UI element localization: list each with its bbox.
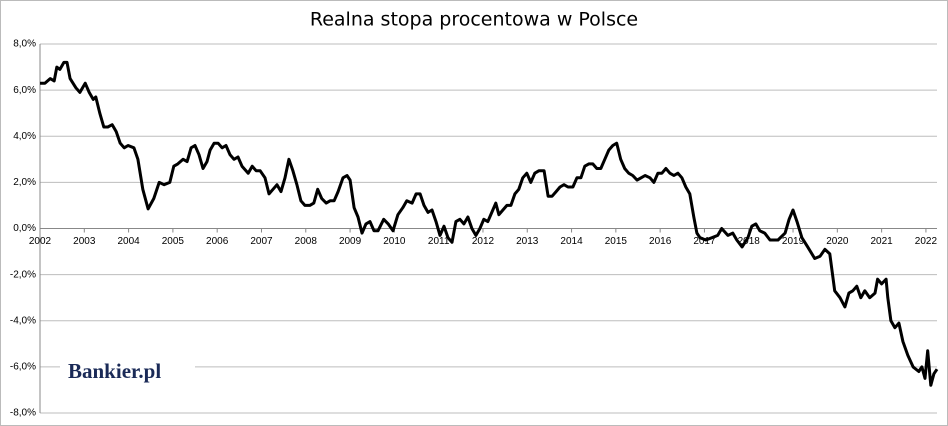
y-tick-label: -6,0% bbox=[10, 362, 36, 373]
x-tick-label: 2012 bbox=[472, 236, 495, 247]
x-tick-label: 2020 bbox=[826, 236, 849, 247]
y-tick-label: -2,0% bbox=[10, 269, 36, 280]
x-tick-label: 2004 bbox=[117, 236, 140, 247]
logo: Bankier.pl bbox=[68, 359, 161, 383]
x-tick-label: 2008 bbox=[295, 236, 318, 247]
x-tick-label: 2007 bbox=[250, 236, 273, 247]
x-tick-label: 2003 bbox=[73, 236, 96, 247]
x-tick-label: 2009 bbox=[339, 236, 362, 247]
y-tick-label: 2,0% bbox=[13, 177, 36, 188]
x-tick-label: 2021 bbox=[871, 236, 894, 247]
y-tick-label: 0,0% bbox=[13, 223, 36, 234]
line bbox=[40, 60, 939, 387]
x-tick-label: 2005 bbox=[162, 236, 185, 247]
y-tick-label: 4,0% bbox=[13, 131, 36, 142]
y-tick-label: 8,0% bbox=[13, 39, 36, 50]
x-tick-label: 2016 bbox=[649, 236, 672, 247]
chart-title: Realna stopa procentowa w Polsce bbox=[310, 9, 638, 31]
x-tick-label: 2019 bbox=[782, 236, 805, 247]
x-tick-label: 2014 bbox=[560, 236, 583, 247]
x-tick-label: 2017 bbox=[693, 236, 716, 247]
y-tick-label: -8,0% bbox=[10, 408, 36, 419]
x-tick-label: 2010 bbox=[383, 236, 406, 247]
x-tick-label: 2002 bbox=[29, 236, 52, 247]
x-tick-label: 2006 bbox=[206, 236, 229, 247]
x-tick-label: 2011 bbox=[428, 236, 450, 247]
x-tick-label: 2015 bbox=[605, 236, 628, 247]
logo-box bbox=[60, 356, 195, 390]
x-tick-label: 2013 bbox=[516, 236, 539, 247]
x-tick-label: 2022 bbox=[915, 236, 938, 247]
x-tick-label: 2018 bbox=[738, 236, 761, 247]
y-tick-label: 6,0% bbox=[13, 85, 36, 96]
y-tick-label: -4,0% bbox=[10, 315, 36, 326]
